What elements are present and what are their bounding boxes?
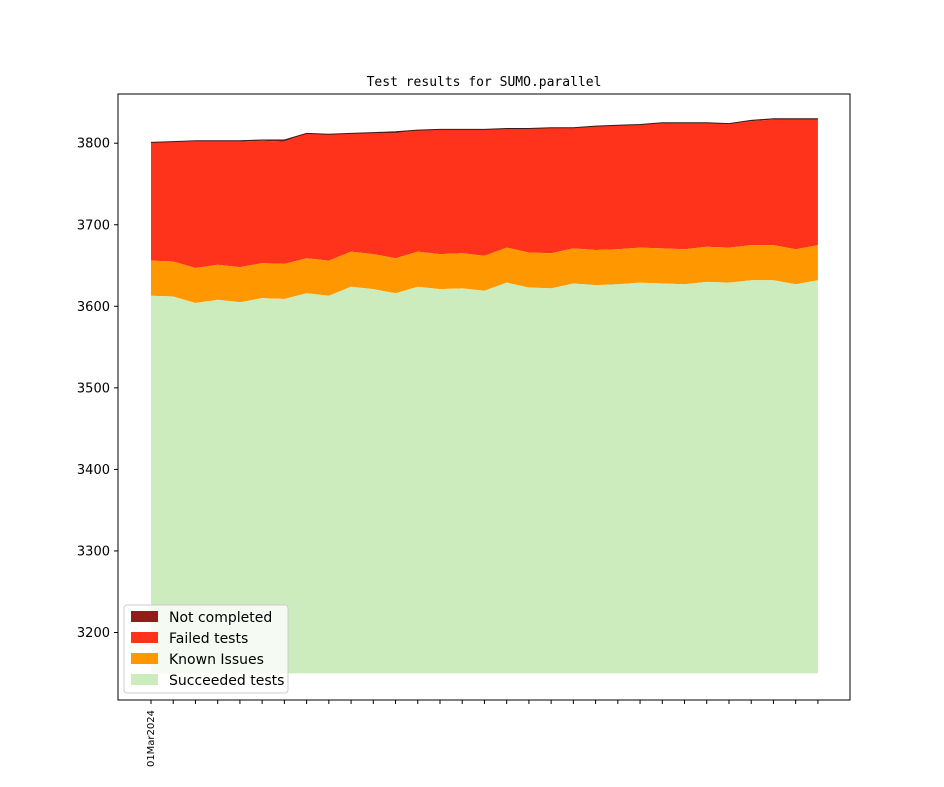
- legend-swatch: [131, 611, 158, 622]
- legend-swatch: [131, 632, 158, 643]
- y-tick-label: 3700: [77, 218, 110, 233]
- y-tick-label: 3600: [77, 300, 110, 315]
- y-tick-label: 3400: [77, 463, 110, 478]
- y-tick-label: 3500: [77, 381, 110, 396]
- y-tick-label: 3800: [77, 137, 110, 152]
- area-failed-tests: [151, 119, 818, 268]
- legend-label: Not completed: [169, 610, 272, 626]
- chart-title: Test results for SUMO.parallel: [367, 75, 602, 90]
- y-axis: 3200 3300 3400 3500 3600 3700 3800: [77, 137, 118, 641]
- y-tick-label: 3300: [77, 544, 110, 559]
- legend-label: Succeeded tests: [169, 673, 284, 689]
- area-known-issues: [151, 245, 818, 304]
- legend-label: Known Issues: [169, 652, 264, 668]
- legend: Not completed Failed tests Known Issues Suc…: [123, 604, 289, 694]
- legend-swatch: [131, 653, 158, 664]
- y-tick-label: 3200: [77, 626, 110, 641]
- legend-label: Failed tests: [169, 631, 248, 647]
- legend-box: [123, 604, 289, 694]
- area-not-completed: [151, 118, 818, 143]
- x-axis: 01Mar2024: [146, 700, 819, 767]
- x-tick-label: 01Mar2024: [146, 710, 157, 767]
- area-succeeded-tests: [151, 280, 818, 674]
- area-series-group: [150, 118, 818, 674]
- top-outline: [150, 118, 818, 143]
- legend-swatch: [131, 674, 158, 685]
